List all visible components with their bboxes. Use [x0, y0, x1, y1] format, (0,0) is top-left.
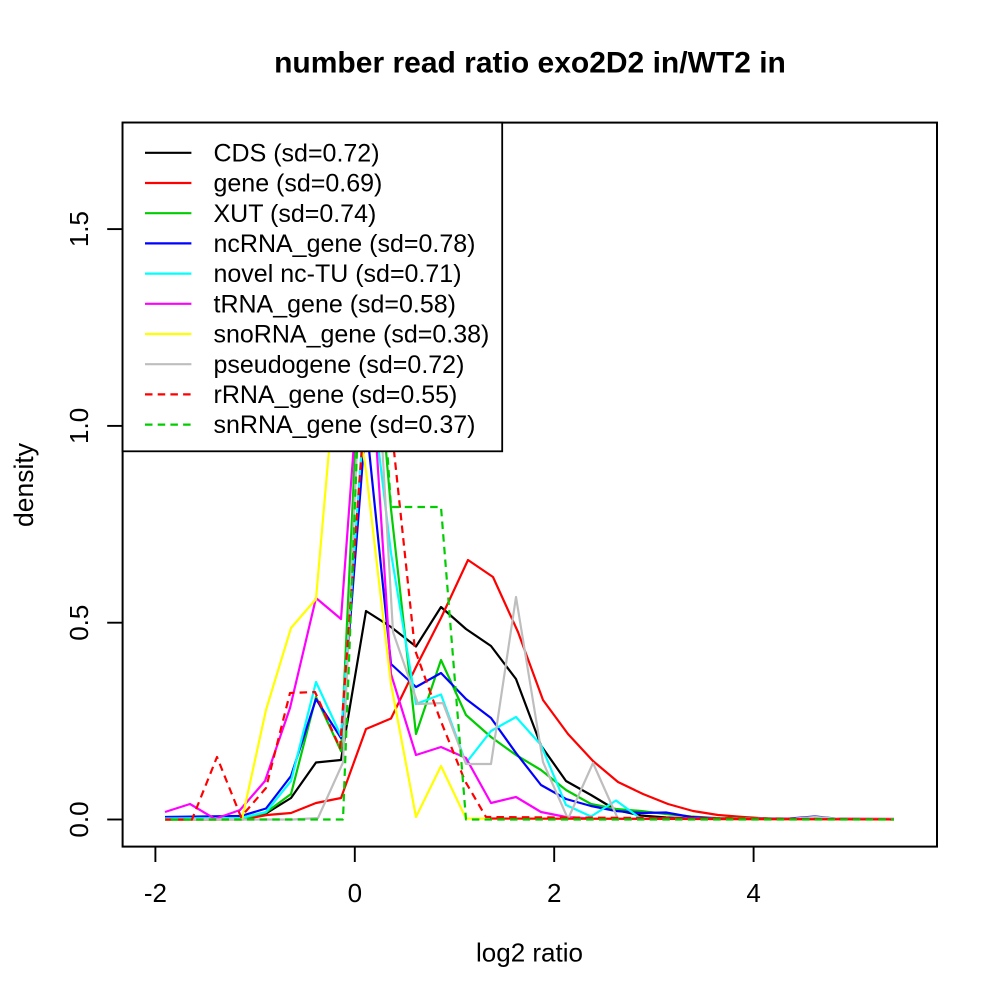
- svg-text:log2 ratio: log2 ratio: [476, 938, 583, 968]
- svg-text:tRNA_gene (sd=0.58): tRNA_gene (sd=0.58): [214, 290, 457, 318]
- svg-text:rRNA_gene (sd=0.55): rRNA_gene (sd=0.55): [214, 381, 458, 409]
- svg-text:4: 4: [746, 878, 760, 908]
- svg-text:ncRNA_gene (sd=0.78): ncRNA_gene (sd=0.78): [214, 230, 476, 258]
- svg-text:XUT (sd=0.74): XUT (sd=0.74): [214, 200, 377, 228]
- svg-text:pseudogene (sd=0.72): pseudogene (sd=0.72): [214, 351, 465, 379]
- svg-text:0.0: 0.0: [64, 801, 94, 837]
- svg-text:gene (sd=0.69): gene (sd=0.69): [214, 170, 383, 198]
- svg-text:CDS (sd=0.72): CDS (sd=0.72): [214, 139, 380, 167]
- svg-text:2: 2: [547, 878, 561, 908]
- svg-text:1.5: 1.5: [64, 211, 94, 247]
- svg-text:-2: -2: [144, 878, 167, 908]
- svg-text:0.5: 0.5: [64, 605, 94, 641]
- svg-text:snoRNA_gene (sd=0.38): snoRNA_gene (sd=0.38): [214, 321, 490, 349]
- svg-text:snRNA_gene (sd=0.37): snRNA_gene (sd=0.37): [214, 411, 476, 439]
- svg-text:1.0: 1.0: [64, 408, 94, 444]
- svg-text:novel nc-TU (sd=0.71): novel nc-TU (sd=0.71): [214, 260, 462, 288]
- svg-text:0: 0: [348, 878, 362, 908]
- svg-text:number read ratio exo2D2 in/WT: number read ratio exo2D2 in/WT2 in: [274, 47, 786, 80]
- svg-text:density: density: [9, 442, 39, 527]
